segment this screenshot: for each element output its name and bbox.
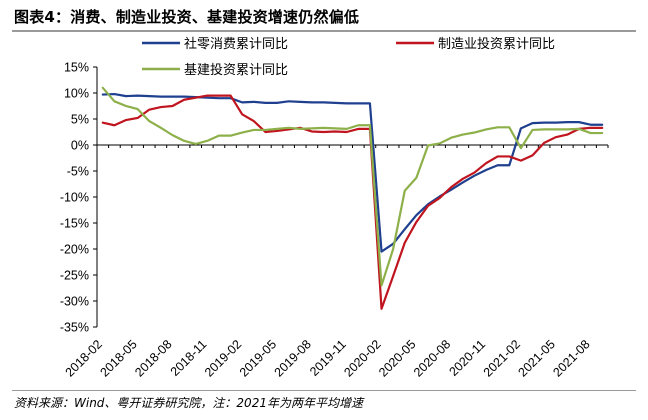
y-tick-label: -35% [60,321,89,335]
series-lines [101,86,604,310]
legend-label-2: 基建投资累计同比 [184,62,288,78]
y-tick-label: 0% [71,139,89,153]
x-tick-label: 2019-08 [272,337,314,379]
y-tick-label: 5% [71,113,89,127]
x-tick-label: 2020-08 [411,337,453,379]
y-tick-label: 15% [64,61,89,75]
x-tick-label: 2018-05 [97,337,139,379]
y-tick-label: -5% [67,165,89,179]
y-tick-label: -15% [60,217,89,231]
x-tick-label: 2020-02 [341,337,383,379]
x-tick-label: 2018-02 [63,337,105,379]
page-title: 图表4：消费、制造业投资、基建投资增速仍然偏低 [14,8,360,26]
y-tick-label: -20% [60,243,89,257]
series-line-1 [101,94,604,310]
source-note: 资料来源：Wind、粤开证券研究院，注：2021年为两年平均增速 [14,396,363,410]
title-rule [12,30,636,32]
x-tick-label: 2020-05 [376,337,418,379]
y-tick-label: -25% [60,269,89,283]
y-tick-label: -10% [60,191,89,205]
y-tick-label: 10% [64,87,89,101]
x-tick-label: 2021-02 [481,337,523,379]
x-tick-label: 2018-11 [168,337,210,379]
legend-label-1: 制造业投资累计同比 [438,36,555,52]
x-tick-label: 2021-05 [516,337,558,379]
axes: 15% 10% 5% 0% -5% -10% -15% -20% -25% -30% -35% 201… [60,61,609,380]
series-line-2 [101,86,604,287]
source-rule [12,390,636,391]
x-tick-label: 2019-11 [307,337,349,379]
x-tick-label: 2018-08 [132,337,174,379]
legend-label-0: 社零消费累计同比 [184,36,288,52]
x-tick-label: 2021-08 [550,337,592,379]
series-line-0 [101,92,604,253]
y-tick-label: -30% [60,295,89,309]
x-tick-label: 2020-11 [446,337,488,379]
x-tick-label: 2019-05 [237,337,279,379]
x-tick-label: 2019-02 [202,337,244,379]
